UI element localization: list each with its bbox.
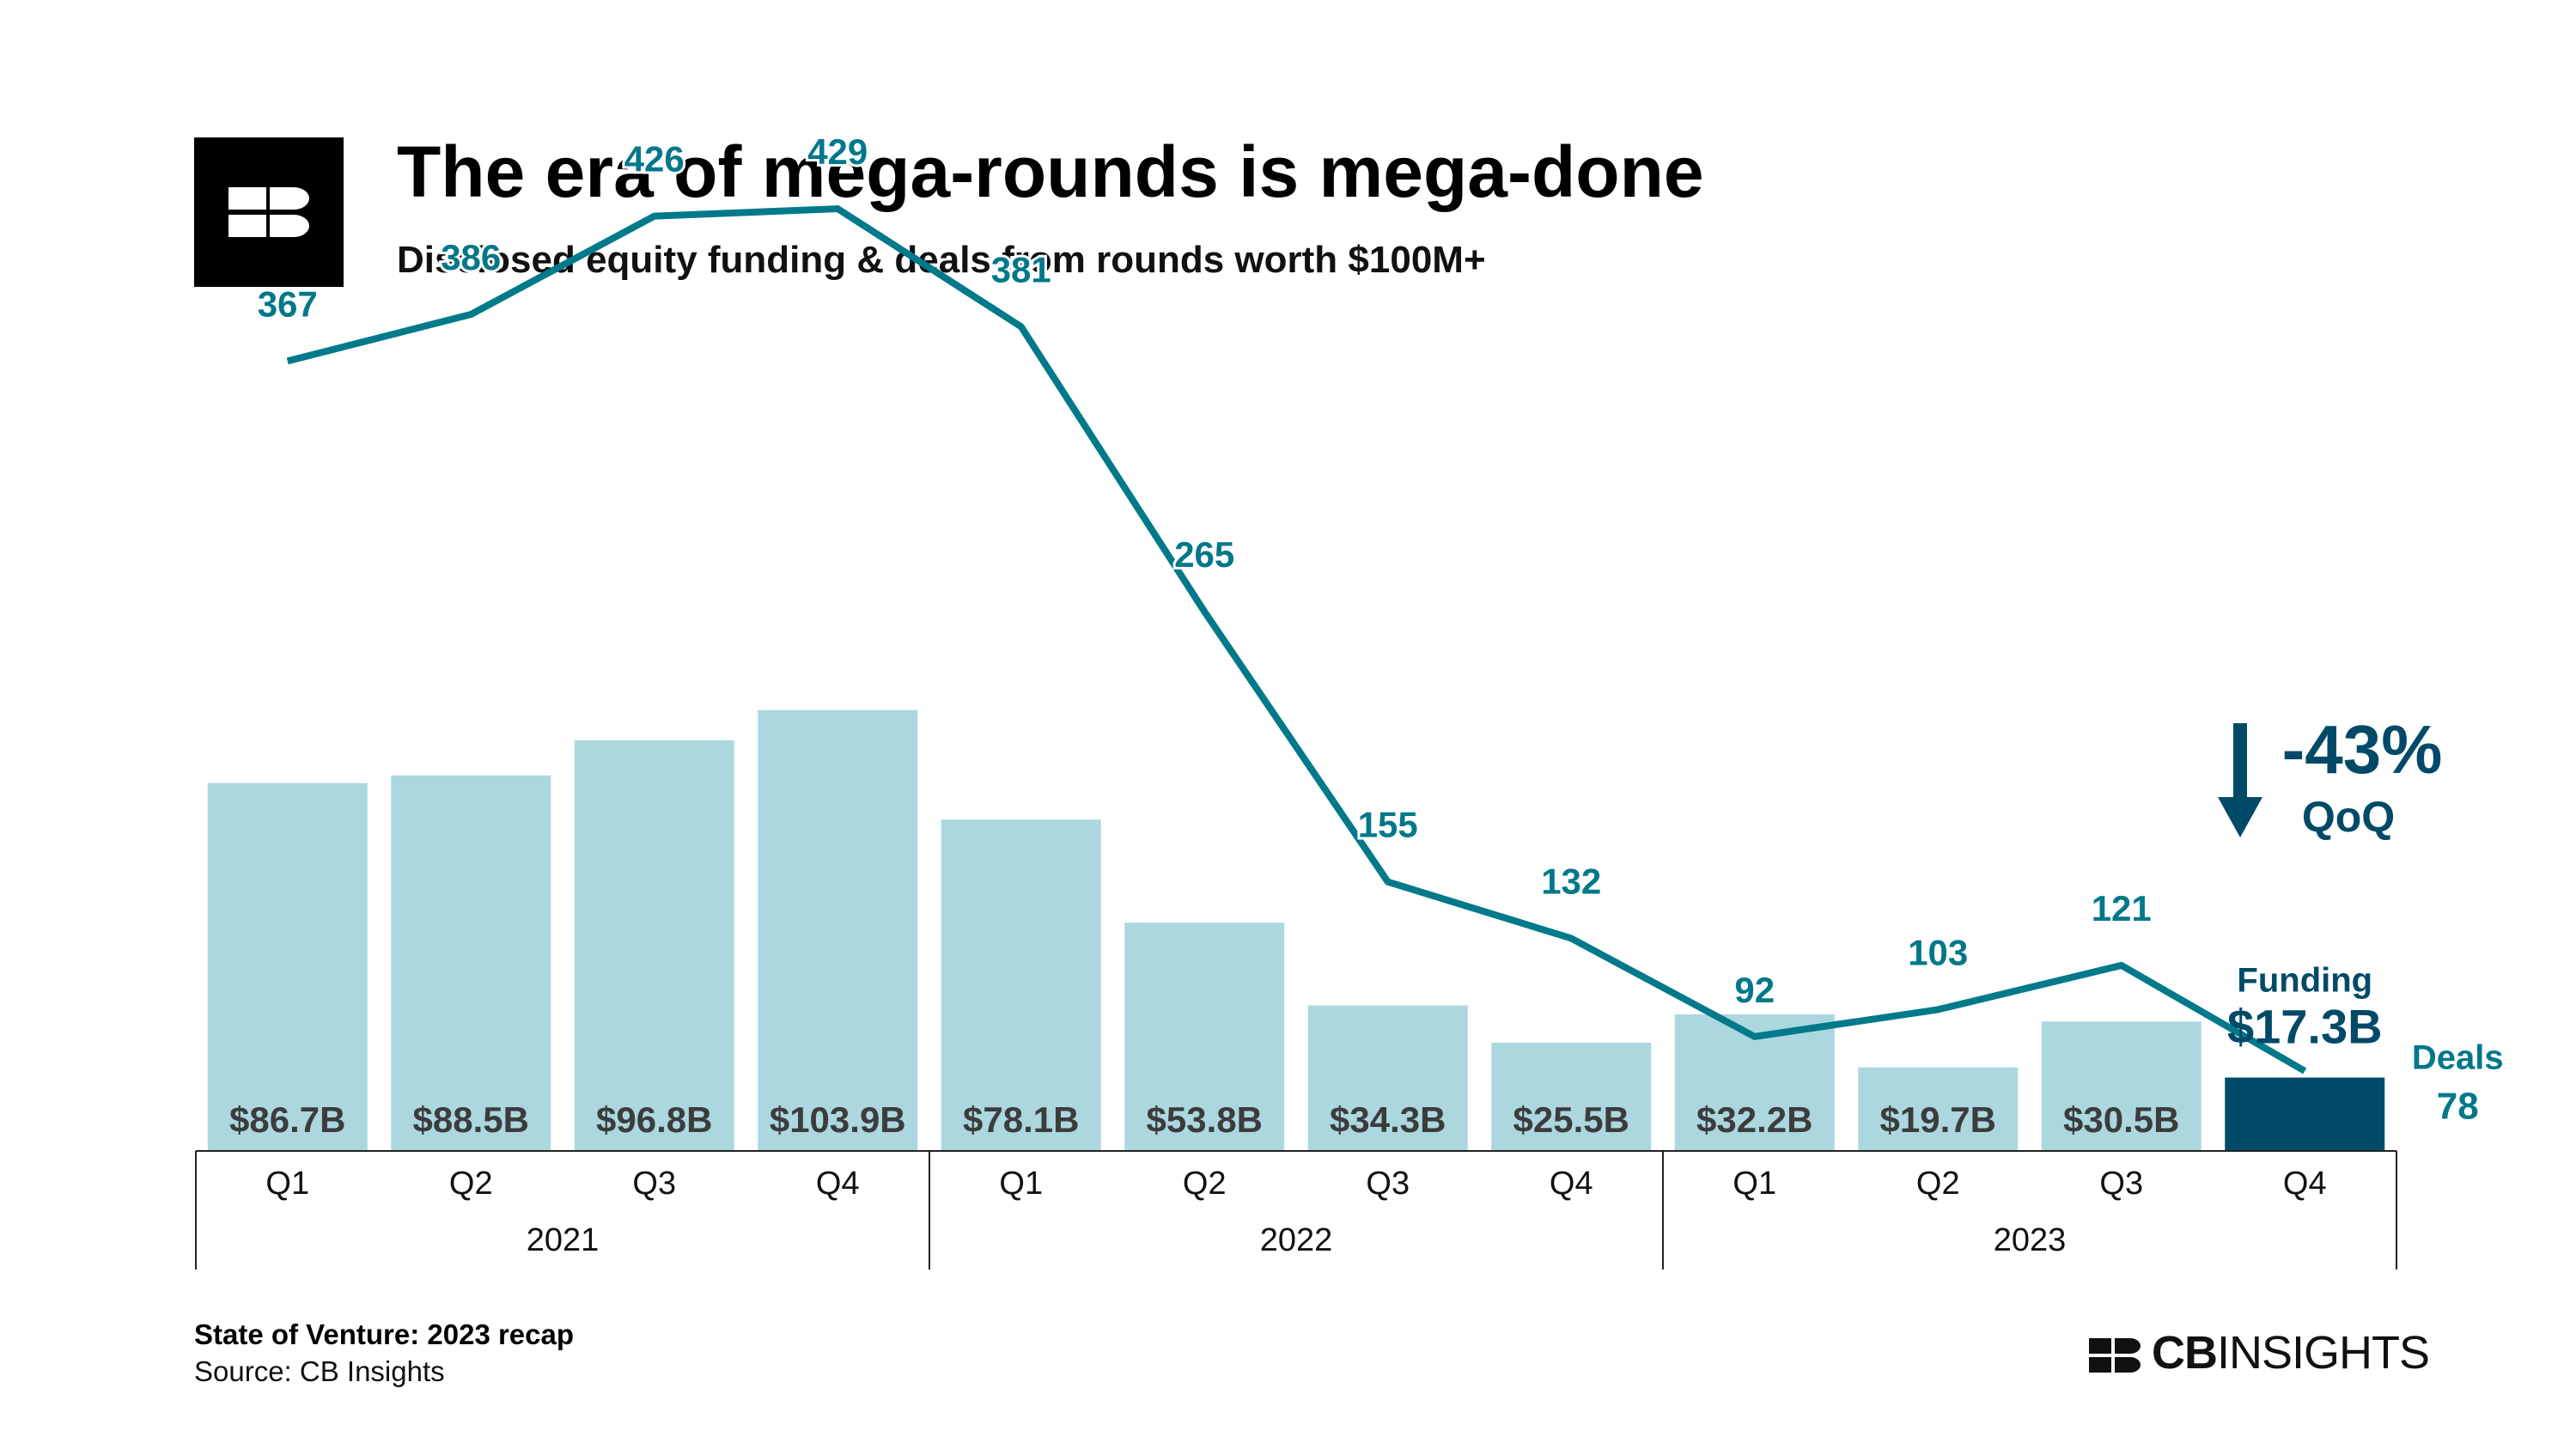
funding-bar (941, 819, 1101, 1151)
deals-point-label: 121 (2092, 888, 2152, 928)
funding-bar-label: $32.2B (1696, 1099, 1812, 1140)
quarter-tick-label: Q3 (1366, 1166, 1410, 1202)
funding-bar-label: $53.8B (1147, 1099, 1263, 1140)
quarter-tick-label: Q1 (999, 1166, 1043, 1202)
cb-insights-logo-icon (228, 187, 309, 237)
funding-bar (758, 709, 918, 1151)
deals-point-label: 132 (1541, 861, 1601, 901)
funding-bar-label: $30.5B (2063, 1099, 2179, 1140)
deals-point-label: 265 (1174, 534, 1234, 575)
year-label: 2021 (527, 1222, 600, 1258)
chart-title: The era of mega-rounds is mega-done (397, 131, 1704, 212)
axis-layer: 2021 2022 2023 Q1 Q2 Q3 Q4 Q1 Q2 Q3 Q4 Q1 Q2 Q3 Q4 (195, 1150, 2397, 1269)
labels-layer: $86.7B $88.5B $96.8B $103.9B $78.1B $53.8B $34… (229, 129, 2504, 1140)
cb-insights-brand-icon (2089, 1338, 2141, 1373)
quarter-tick-label: Q4 (816, 1166, 860, 1202)
quarter-tick-label: Q3 (2099, 1166, 2143, 1202)
deals-point-label: 92 (1734, 970, 1775, 1010)
down-arrow-icon (2233, 723, 2247, 807)
funding-bar-label: $78.1B (963, 1099, 1079, 1140)
funding-bar (2225, 1077, 2385, 1151)
funding-bar (391, 775, 551, 1151)
deals-point-label: 103 (1908, 932, 1968, 972)
footer-report-title: State of Venture: 2023 recap (194, 1318, 575, 1350)
callout-qoq: QoQ (2302, 793, 2395, 841)
year-label: 2023 (1994, 1222, 2067, 1258)
footer-source: Source: CB Insights (194, 1355, 445, 1387)
year-label: 2022 (1260, 1222, 1333, 1258)
quarter-tick-label: Q1 (265, 1166, 309, 1202)
deals-point-label: 155 (1358, 805, 1418, 845)
funding-bar (1858, 1067, 2019, 1151)
highlight-funding-label: Funding (2237, 962, 2372, 1000)
quarter-tick-label: Q2 (449, 1166, 493, 1202)
deals-line-layer (286, 205, 2307, 1075)
callout-percent: -43% (2282, 711, 2443, 788)
funding-bar (1491, 1043, 1652, 1151)
deals-point-label: 426 (624, 139, 685, 180)
funding-bar-label: $88.5B (413, 1099, 529, 1140)
funding-bar-label: $19.7B (1880, 1099, 1996, 1140)
bars-layer (207, 709, 2385, 1151)
quarter-tick-label: Q2 (1916, 1166, 1960, 1202)
funding-bar (2041, 1021, 2201, 1151)
deals-point-label: 381 (991, 249, 1051, 289)
highlight-deals-value: 78 (2437, 1086, 2479, 1128)
funding-bar-label: $103.9B (770, 1099, 906, 1140)
funding-bar-label: $86.7B (229, 1099, 345, 1140)
funding-bar (574, 740, 734, 1151)
wordmark-bold: CB (2152, 1327, 2218, 1379)
cb-insights-wordmark: CBINSIGHTS (2152, 1326, 2430, 1379)
quarter-tick-label: Q3 (632, 1166, 676, 1202)
quarter-tick-label: Q2 (1183, 1166, 1227, 1202)
deals-point-label: 386 (441, 237, 501, 277)
funding-bar (1124, 922, 1285, 1151)
deals-point-label: 429 (807, 131, 868, 172)
funding-bar-label: $96.8B (596, 1099, 712, 1140)
quarter-tick-label: Q1 (1733, 1166, 1776, 1202)
funding-bar-label: $34.3B (1330, 1099, 1446, 1140)
cb-logo-badge (194, 137, 344, 287)
down-arrow-head (2218, 797, 2262, 837)
quarter-tick-label: Q4 (1550, 1166, 1593, 1202)
funding-bar (207, 782, 368, 1151)
deals-line (286, 205, 2307, 1075)
quarter-tick-label: Q4 (2283, 1166, 2327, 1202)
highlight-funding-value: $17.3B (2227, 1000, 2383, 1054)
funding-bar-label: $25.5B (1513, 1099, 1629, 1140)
wordmark-light: INSIGHTS (2217, 1327, 2430, 1379)
highlight-deals-label: Deals (2412, 1039, 2504, 1077)
callout-layer: -43% QoQ (2218, 711, 2442, 841)
funding-bar (1307, 1005, 1468, 1151)
deals-point-label: 367 (258, 283, 318, 324)
